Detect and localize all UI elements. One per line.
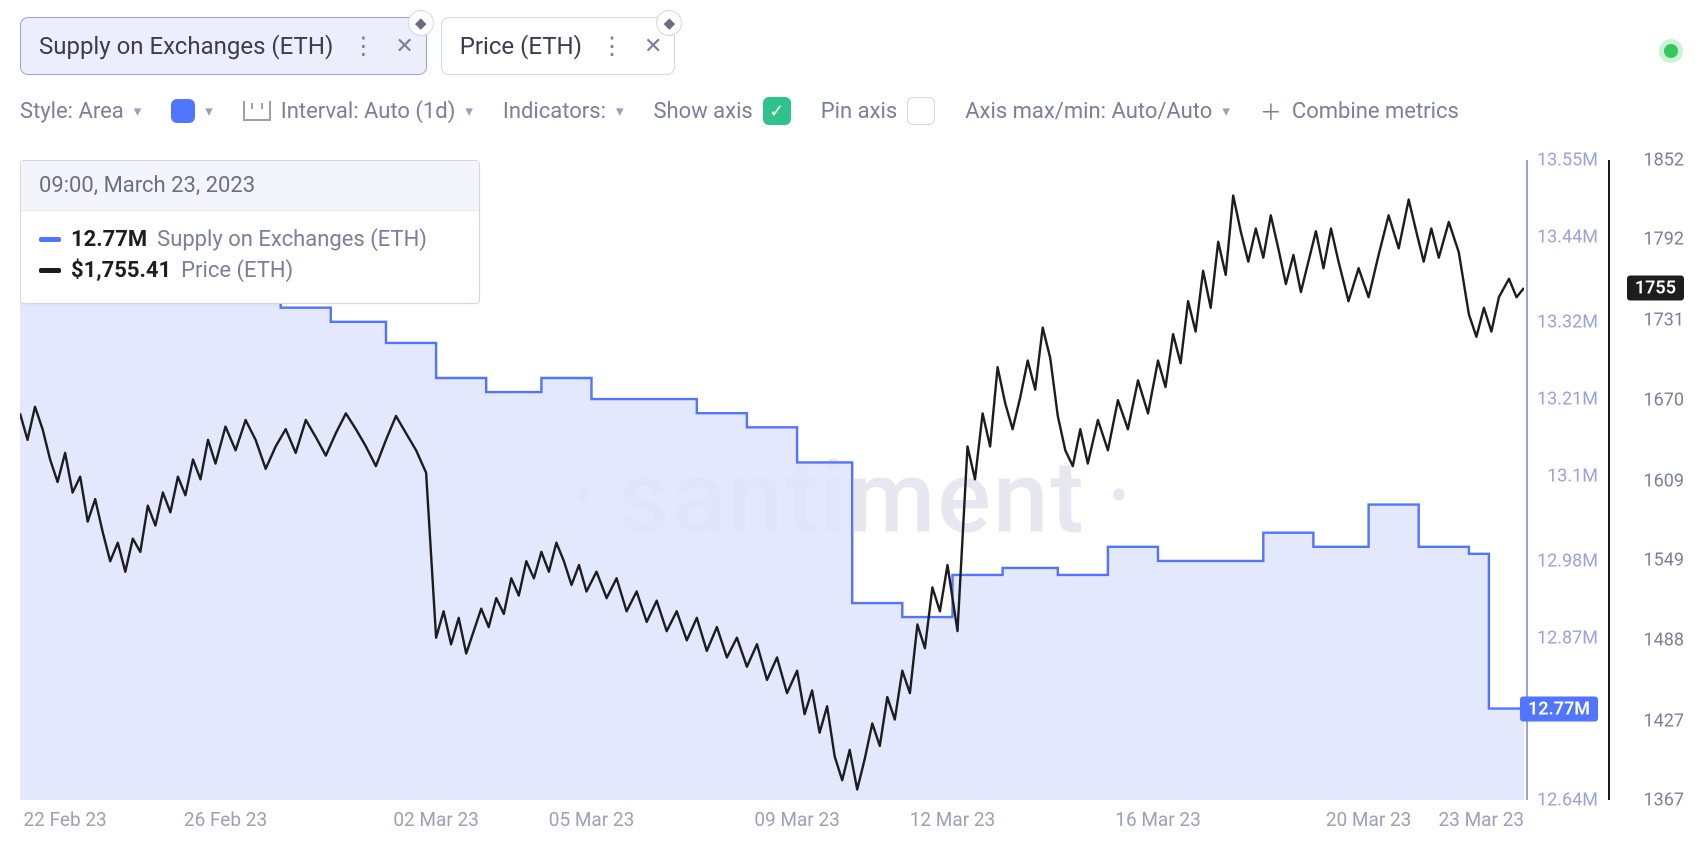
combine-metrics-button[interactable]: ＋ Combine metrics <box>1260 95 1459 127</box>
close-icon[interactable]: ✕ <box>395 34 413 59</box>
chevron-down-icon: ▾ <box>616 102 624 120</box>
interval-icon <box>243 101 271 121</box>
pin-axis-toggle[interactable]: Pin axis <box>821 97 935 125</box>
axis-minmax-label: Axis max/min: Auto/Auto <box>965 99 1212 124</box>
chart-toolbar: Style: Area ▾ ▾ Interval: Auto (1d) ▾ In… <box>0 75 1704 127</box>
pin-axis-label: Pin axis <box>821 99 897 124</box>
eth-icon: ◆ <box>408 10 434 36</box>
y-axis-price: 1852179217311670160915491488142713671755 <box>1606 160 1684 800</box>
style-dropdown[interactable]: Style: Area ▾ <box>20 99 141 124</box>
tooltip-label: Price (ETH) <box>181 258 293 283</box>
chip-label: Price (ETH) <box>460 32 582 60</box>
tooltip-panel: 09:00, March 23, 2023 12.77M Supply on E… <box>20 160 480 304</box>
y-axis-supply: 13.55M13.44M13.32M13.21M13.1M12.98M12.87… <box>1520 160 1598 800</box>
status-indicator <box>1664 44 1678 58</box>
color-dropdown[interactable]: ▾ <box>171 99 213 123</box>
tooltip-row: $1,755.41 Price (ETH) <box>39 258 461 283</box>
tooltip-value: 12.77M <box>71 227 147 252</box>
axis-minmax-dropdown[interactable]: Axis max/min: Auto/Auto ▾ <box>965 99 1230 124</box>
tooltip-swatch <box>39 237 61 242</box>
show-axis-toggle[interactable]: Show axis ✓ <box>653 97 790 125</box>
tooltip-label: Supply on Exchanges (ETH) <box>157 227 427 252</box>
chevron-down-icon: ▾ <box>134 102 142 120</box>
chart-area[interactable]: santiment 13.55M13.44M13.32M13.21M13.1M1… <box>20 160 1684 836</box>
interval-label: Interval: Auto (1d) <box>281 99 456 124</box>
metric-chip-supply[interactable]: Supply on Exchanges (ETH) ⋮ ✕ ◆ <box>20 17 427 75</box>
combine-label: Combine metrics <box>1292 99 1459 124</box>
x-axis: 22 Feb 2326 Feb 2302 Mar 2305 Mar 2309 M… <box>20 808 1524 836</box>
interval-dropdown[interactable]: Interval: Auto (1d) ▾ <box>243 99 473 124</box>
checkbox-empty-icon <box>907 97 935 125</box>
more-icon[interactable]: ⋮ <box>600 32 626 60</box>
tooltip-swatch <box>39 268 61 273</box>
more-icon[interactable]: ⋮ <box>351 32 377 60</box>
indicators-dropdown[interactable]: Indicators: ▾ <box>503 99 624 124</box>
tooltip-body: 12.77M Supply on Exchanges (ETH) $1,755.… <box>21 211 479 303</box>
checkbox-checked-icon: ✓ <box>763 97 791 125</box>
chevron-down-icon: ▾ <box>1222 102 1230 120</box>
metric-chips-row: Supply on Exchanges (ETH) ⋮ ✕ ◆ Price (E… <box>0 0 1704 75</box>
eth-icon: ◆ <box>656 10 682 36</box>
tooltip-timestamp: 09:00, March 23, 2023 <box>21 161 479 211</box>
chevron-down-icon: ▾ <box>465 102 473 120</box>
close-icon[interactable]: ✕ <box>644 34 662 59</box>
show-axis-label: Show axis <box>653 99 752 124</box>
plus-icon: ＋ <box>1260 95 1282 127</box>
chip-label: Supply on Exchanges (ETH) <box>39 32 333 60</box>
color-swatch <box>171 99 195 123</box>
indicators-label: Indicators: <box>503 99 606 124</box>
chevron-down-icon: ▾ <box>205 102 213 120</box>
tooltip-row: 12.77M Supply on Exchanges (ETH) <box>39 227 461 252</box>
style-label: Style: Area <box>20 99 124 124</box>
metric-chip-price[interactable]: Price (ETH) ⋮ ✕ ◆ <box>441 17 676 75</box>
tooltip-value: $1,755.41 <box>71 258 171 283</box>
